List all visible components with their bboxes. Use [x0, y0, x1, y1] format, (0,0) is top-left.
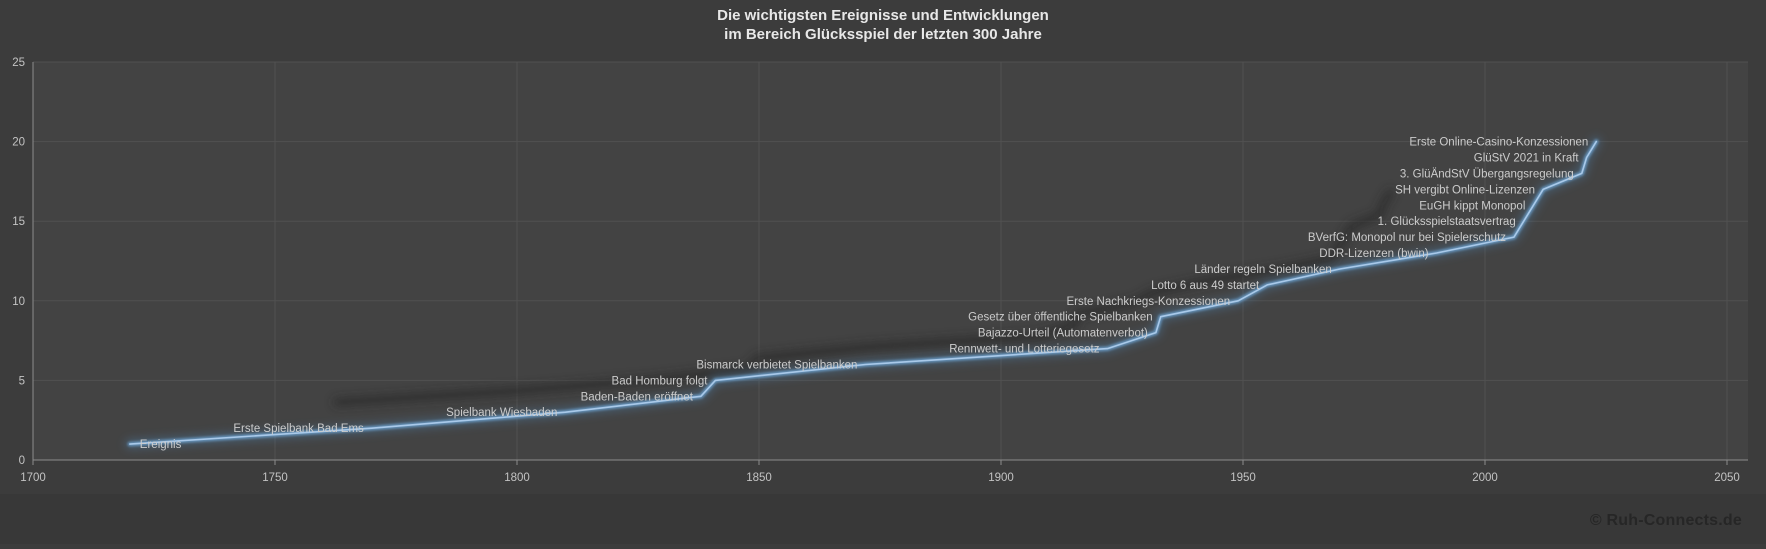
y-tick-label: 5 — [19, 375, 25, 387]
event-label: Gesetz über öffentliche Spielbanken — [968, 312, 1153, 324]
event-label: Bad Homburg folgt — [612, 375, 709, 387]
event-label: Erste Spielbank Bad Ems — [233, 423, 364, 435]
chart-title: Die wichtigsten Ereignisse und Entwicklu… — [0, 6, 1766, 44]
copyright-text: © Ruh-Connects.de — [1589, 512, 1742, 529]
y-tick-label: 15 — [12, 216, 25, 228]
x-tick-label: 1700 — [20, 472, 46, 484]
plot-background — [33, 62, 1748, 460]
event-label: SH vergibt Online-Lizenzen — [1395, 184, 1535, 196]
event-label: Ereignis — [140, 439, 182, 451]
event-label: Erste Online-Casino-Konzessionen — [1409, 137, 1588, 149]
event-label: Spielbank Wiesbaden — [446, 407, 557, 419]
y-tick-label: 20 — [12, 137, 25, 149]
x-tick-label: 1850 — [746, 472, 772, 484]
chart-title-line1: Die wichtigsten Ereignisse und Entwicklu… — [717, 7, 1049, 24]
x-tick-label: 2000 — [1472, 472, 1498, 484]
x-tick-label: 1950 — [1230, 472, 1256, 484]
event-label: BVerfG: Monopol nur bei Spielerschutz — [1308, 232, 1506, 244]
event-label: 1. Glücksspielstaatsvertrag — [1378, 216, 1516, 228]
timeline-line-core — [129, 140, 1598, 445]
event-label: Erste Nachkriegs-Konzessionen — [1067, 296, 1231, 308]
event-label: GlüStV 2021 in Kraft — [1474, 153, 1580, 165]
y-tick-label: 0 — [19, 455, 25, 467]
y-tick-label: 10 — [12, 296, 25, 308]
x-tick-label: 1900 — [988, 472, 1014, 484]
x-tick-label: 2050 — [1714, 472, 1740, 484]
chart-title-line2: im Bereich Glücksspiel der letzten 300 J… — [724, 26, 1042, 43]
event-label: DDR-Lizenzen (bwin) — [1319, 248, 1428, 260]
event-label: Rennwett- und Lotteriegesetz — [949, 344, 1099, 356]
footer-band — [0, 494, 1766, 544]
y-tick-label: 25 — [12, 57, 25, 69]
x-tick-label: 1800 — [504, 472, 530, 484]
line-perspective-shadow — [332, 188, 1395, 407]
event-label: Länder regeln Spielbanken — [1194, 264, 1331, 276]
x-tick-label: 1750 — [262, 472, 288, 484]
event-label: Bismarck verbietet Spielbanken — [696, 359, 857, 371]
event-label: Lotto 6 aus 49 startet — [1151, 280, 1260, 292]
event-label: Baden-Baden eröffnet — [581, 391, 694, 403]
event-label: EuGH kippt Monopol — [1419, 200, 1525, 212]
event-label: Bajazzo-Urteil (Automatenverbot) — [978, 328, 1148, 340]
event-label: 3. GlüÄndStV Übergangsregelung — [1400, 168, 1574, 180]
